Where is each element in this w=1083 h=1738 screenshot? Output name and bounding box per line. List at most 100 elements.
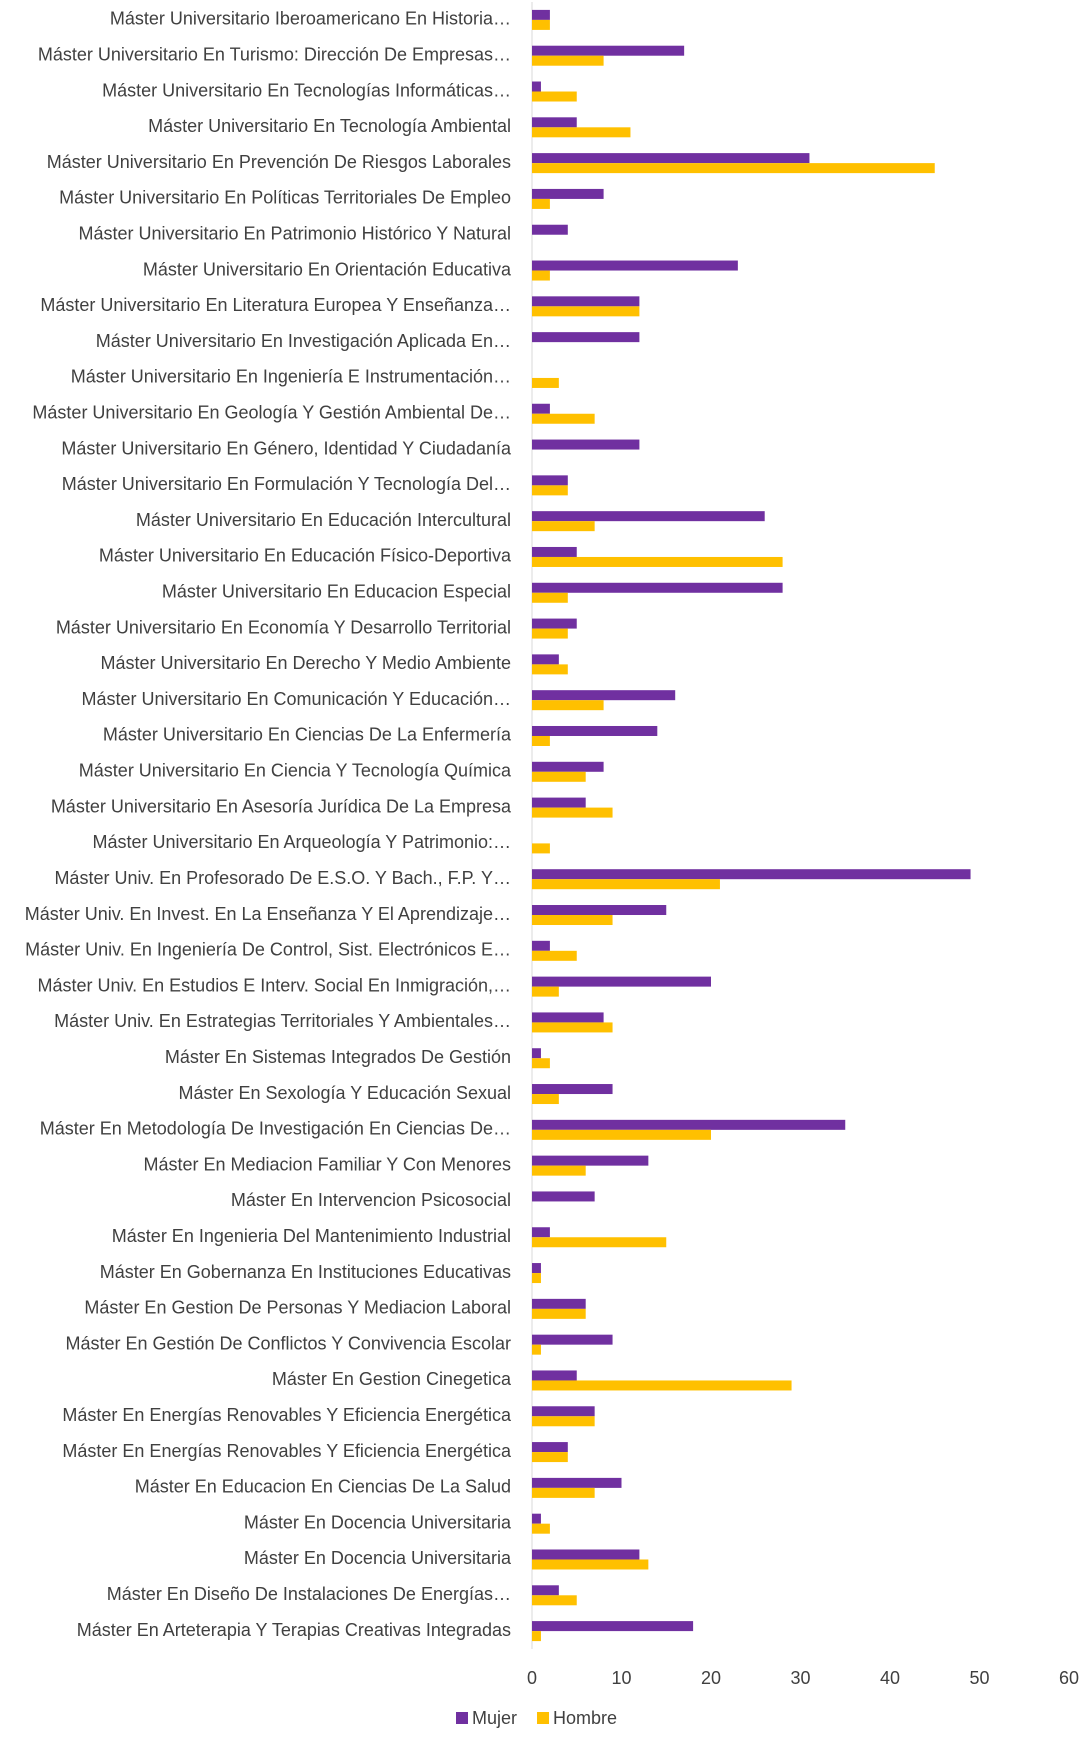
y-tick-label: Máster Universitario En Arqueología Y Pa… [92,832,511,852]
y-tick-label: Máster Universitario En Ciencias De La E… [103,725,512,745]
bar [532,1227,550,1238]
bar [532,1012,604,1023]
bar [532,1058,550,1069]
bar [532,618,577,629]
y-tick-label: Máster Universitario En Educación Interc… [136,510,511,530]
bar [532,797,586,808]
bar [532,1129,711,1140]
y-tick-label: Máster Univ. En Profesorado De E.S.O. Y … [54,868,511,888]
y-tick-label: Máster Universitario En Tecnología Ambie… [148,116,511,136]
bar [532,270,550,281]
bar [532,628,568,639]
y-tick-label: Máster Universitario Iberoamericano En H… [110,9,511,29]
y-tick-label: Máster En Diseño De Instalaciones De Ene… [107,1584,511,1604]
bar [532,869,971,880]
y-tick-label: Máster Universitario En Orientación Educ… [143,259,512,279]
y-tick-label: Máster Universitario En Economía Y Desar… [56,617,511,637]
bar [532,153,810,164]
y-tick-label: Máster Universitario En Derecho Y Medio … [100,653,511,673]
bar [532,1334,613,1345]
y-tick-label: Máster Universitario En Prevención De Ri… [47,152,511,172]
bar [532,905,667,916]
x-tick-label: 50 [969,1668,989,1688]
y-tick-label: Máster En Gobernanza En Instituciones Ed… [100,1262,511,1282]
bar [532,1084,613,1095]
bar [532,413,595,424]
y-tick-label: Máster En Metodología De Investigación E… [40,1119,511,1139]
bar [532,654,559,665]
x-tick-label: 30 [790,1668,810,1688]
bar [532,403,550,414]
bar [532,1595,577,1606]
bar [532,117,577,128]
x-tick-label: 40 [880,1668,900,1688]
bar [532,582,783,593]
bar [532,163,935,174]
bar [532,91,577,102]
x-tick-label: 20 [701,1668,721,1688]
y-tick-label: Máster Universitario En Género, Identida… [61,438,512,458]
bar [532,1631,541,1642]
bar [532,843,550,854]
bar [532,1191,595,1202]
bar [532,1513,541,1524]
bar [532,296,640,307]
y-tick-label: Máster En Sistemas Integrados De Gestión [165,1047,511,1067]
bar [532,19,550,30]
bar [532,45,685,56]
y-tick-label: Máster Universitario En Asesoría Jurídic… [51,796,512,816]
bar [532,306,640,317]
y-tick-label: Máster Universitario En Literatura Europ… [40,295,511,315]
y-tick-label: Máster Universitario En Patrimonio Histó… [79,223,512,243]
x-tick-label: 10 [611,1668,631,1688]
y-tick-label: Máster En Docencia Universitaria [244,1548,512,1568]
bar [532,725,658,736]
y-tick-label: Máster Universitario En Ingeniería E Ins… [71,367,511,387]
bar [532,475,568,486]
bar [532,1155,649,1166]
bar [532,700,604,711]
bar [532,735,550,746]
bar [532,976,711,987]
bar [532,807,613,818]
bar [532,771,586,782]
y-tick-label: Máster En Mediacion Familiar Y Con Menor… [144,1154,512,1174]
y-tick-label: Máster En Gestion Cinegetica [272,1369,512,1389]
legend-swatch [456,1712,468,1724]
bar [532,511,765,522]
bar [532,127,631,138]
y-tick-label: Máster Univ. En Estudios E Interv. Socia… [37,975,511,995]
bar [532,1022,613,1033]
bar [532,915,613,926]
bar [532,1263,541,1274]
bar [532,1094,559,1105]
y-tick-label: Máster En Educacion En Ciencias De La Sa… [135,1477,511,1497]
bar [532,55,604,66]
bar [532,664,568,675]
y-tick-label: Máster Universitario En Educación Físico… [99,546,512,566]
y-tick-label: Máster Universitario En Geología Y Gesti… [32,403,511,423]
bar [532,1380,792,1391]
y-tick-label: Máster En Intervencion Psicosocial [231,1190,511,1210]
bar [532,521,595,532]
bar [532,1559,649,1570]
bar [532,1585,559,1596]
bar [532,188,604,199]
bar [532,1549,640,1560]
y-tick-label: Máster En Energías Renovables Y Eficienc… [62,1441,512,1461]
y-tick-label: Máster Universitario En Comunicación Y E… [81,689,511,709]
bar [532,260,738,271]
bar [532,1523,550,1534]
y-tick-label: Máster Universitario En Políticas Territ… [59,188,511,208]
y-tick-label: Máster Univ. En Estrategias Territoriale… [54,1011,511,1031]
y-tick-label: Máster Universitario En Ciencia Y Tecnol… [79,761,512,781]
y-tick-label: Máster Universitario En Tecnologías Info… [102,80,511,100]
bar [532,1165,586,1176]
y-tick-label: Máster Univ. En Ingeniería De Control, S… [25,940,511,960]
y-tick-label: Máster Universitario En Turismo: Direcci… [38,44,511,64]
bar [532,986,559,997]
bar [532,9,550,20]
bar [532,940,550,951]
bar [532,332,640,343]
